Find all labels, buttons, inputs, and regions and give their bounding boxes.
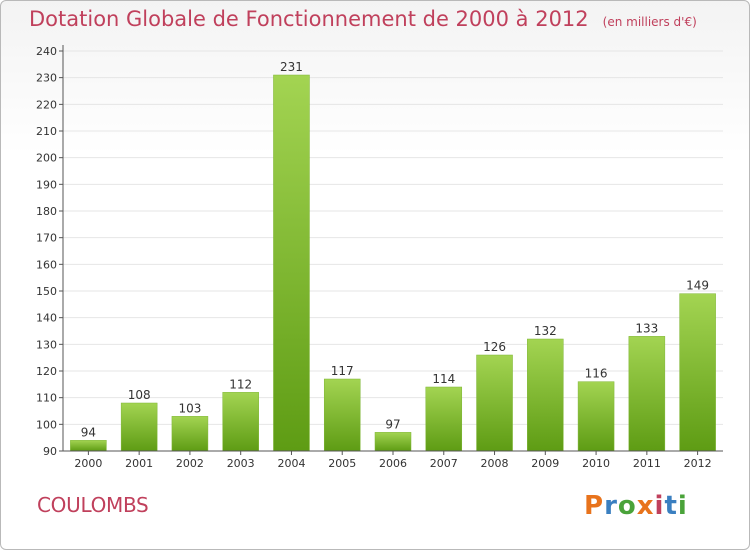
y-tick-label: 140 (36, 312, 57, 325)
y-tick-label: 110 (36, 392, 57, 405)
bar-2001 (120, 402, 158, 452)
bar-2011 (628, 336, 666, 452)
bar-2012 (679, 293, 716, 452)
x-tick-label: 2006 (379, 457, 407, 470)
x-tick-label: 2002 (176, 457, 204, 470)
y-tick-label: 200 (36, 152, 57, 165)
x-tick-label: 2009 (531, 457, 559, 470)
labels: 90 100 110 120 130 140 150 160 170 180 190 200 210 22… (36, 45, 712, 470)
data-label-2002: 103 (178, 401, 201, 415)
data-label-2011: 133 (635, 321, 658, 335)
chart-title-text: Dotation Globale de Fonctionnement de 20… (29, 7, 589, 31)
y-tick-label: 230 (36, 72, 57, 85)
x-tick-label: 2004 (277, 457, 305, 470)
y-tick-label: 150 (36, 285, 57, 298)
y-tick-label: 160 (36, 258, 57, 271)
y-tick-label: 170 (36, 232, 57, 245)
y-tick-label: 190 (36, 178, 57, 191)
y-tick-label: 220 (36, 98, 57, 111)
bar-2006 (374, 432, 412, 452)
bar-2005 (323, 378, 361, 452)
y-tick-label: 210 (36, 125, 57, 138)
x-tick-label: 2000 (74, 457, 102, 470)
data-label-2000: 94 (81, 425, 96, 439)
y-tick-label: 100 (36, 418, 57, 431)
data-label-2005: 117 (331, 364, 354, 378)
data-label-2006: 97 (385, 417, 400, 431)
x-tick-label: 2008 (481, 457, 509, 470)
bar-2007 (425, 386, 463, 452)
x-tick-label: 2005 (328, 457, 356, 470)
commune-name: COULOMBS (37, 493, 149, 517)
y-tick-label: 180 (36, 205, 57, 218)
data-label-2009: 132 (534, 324, 557, 338)
gridlines (63, 50, 723, 452)
x-tick-label: 2003 (227, 457, 255, 470)
y-tick-label: 240 (36, 45, 57, 58)
y-tick-label: 90 (43, 445, 57, 458)
proxiti-logo[interactable]: Proxiti (584, 491, 688, 521)
data-label-2003: 112 (229, 377, 252, 391)
bar-2004 (273, 74, 310, 452)
y-tick-label: 120 (36, 365, 57, 378)
y-tick-label: 130 (36, 338, 57, 351)
data-label-2008: 126 (483, 340, 506, 354)
chart-subtitle: (en milliers d'€) (602, 15, 697, 29)
bar-2003 (222, 392, 259, 452)
bar-2002 (171, 416, 209, 452)
bar-2008 (476, 354, 513, 452)
data-label-2010: 116 (585, 367, 608, 381)
chart-title: Dotation Globale de Fonctionnement de 20… (29, 7, 697, 31)
x-tick-label: 2007 (430, 457, 458, 470)
bar-2010 (577, 381, 615, 452)
axes (59, 45, 723, 455)
bar-2000 (70, 440, 107, 452)
data-label-2012: 149 (686, 279, 709, 293)
x-tick-label: 2011 (633, 457, 661, 470)
x-tick-label: 2012 (684, 457, 712, 470)
bar-2009 (527, 338, 564, 452)
x-tick-label: 2010 (582, 457, 610, 470)
x-tick-label: 2001 (125, 457, 153, 470)
data-label-2007: 114 (432, 372, 455, 386)
bars (70, 74, 716, 452)
data-label-2001: 108 (128, 388, 151, 402)
data-label-2004: 231 (280, 60, 303, 74)
